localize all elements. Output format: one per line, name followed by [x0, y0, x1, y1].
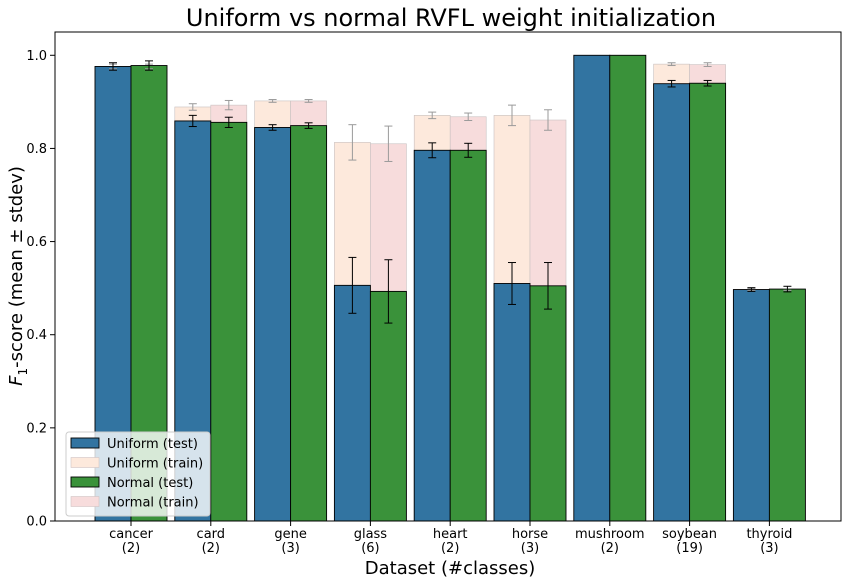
y-axis-label: F1-score (mean ± stdev): [6, 166, 30, 386]
y-axis-label-rest: -score (mean ± stdev): [6, 166, 27, 368]
bar-normal-test: [449, 149, 487, 522]
bar-normal-test: [210, 121, 248, 522]
bar-uniform-test: [413, 149, 451, 522]
bar-normal-test: [768, 288, 806, 522]
x-tick-classes: (6): [361, 541, 379, 556]
x-tick-classes: (19): [676, 541, 703, 556]
x-tick-label: gene: [274, 527, 307, 542]
y-tick-label: 0.0: [26, 515, 47, 530]
y-axis: 0.0 0.2 0.4 0.6 0.8 1.0: [26, 49, 55, 530]
legend-swatch: [70, 476, 100, 488]
x-tick-label: card: [197, 527, 225, 542]
chart-title: Uniform vs normal RVFL weight initializa…: [186, 4, 716, 32]
y-tick-label: 0.4: [26, 328, 47, 343]
x-tick-classes: (2): [122, 541, 140, 556]
y-tick-label: 0.8: [26, 142, 47, 157]
x-tick-label: horse: [512, 527, 548, 542]
legend-label: Uniform (test): [107, 437, 198, 452]
bar-normal-test: [689, 82, 727, 522]
y-axis-label-subscript: 1: [16, 368, 30, 376]
legend-swatch: [70, 457, 100, 468]
bar-normal-test: [290, 125, 328, 522]
y-tick-label: 0.6: [26, 235, 47, 250]
bar-uniform-test: [653, 83, 691, 522]
y-tick-label: 0.2: [26, 421, 47, 436]
bar-uniform-test: [333, 284, 371, 522]
x-tick-classes: (2): [441, 541, 459, 556]
x-tick-label: cancer: [109, 527, 153, 542]
bar-normal-test: [369, 290, 407, 522]
bar-normal-test: [609, 54, 647, 522]
x-tick-classes: (3): [760, 541, 778, 556]
x-tick-label: soybean: [662, 527, 717, 542]
legend-label: Normal (train): [107, 496, 199, 511]
x-tick-classes: (3): [281, 541, 299, 556]
x-axis: cancer(2)card(2)gene(3)glass(6)heart(2)h…: [109, 521, 792, 556]
bar-normal-test: [529, 285, 567, 522]
plot-frame: [54, 31, 842, 522]
legend-label: Normal (test): [107, 476, 193, 491]
bar-uniform-test: [254, 127, 292, 522]
x-tick-classes: (2): [202, 541, 220, 556]
legend: Uniform (test) Uniform (train) Normal (tes…: [65, 431, 211, 517]
x-tick-classes: (3): [521, 541, 539, 556]
bar-uniform-test: [493, 283, 531, 522]
x-tick-label: thyroid: [746, 527, 792, 542]
y-tick-label: 1.0: [26, 49, 47, 64]
legend-box: [65, 431, 211, 517]
bar-uniform-test: [573, 54, 611, 522]
legend-swatch: [70, 437, 100, 449]
x-tick-label: mushroom: [575, 527, 645, 542]
x-tick-classes: (2): [601, 541, 619, 556]
legend-label: Uniform (train): [107, 457, 203, 472]
legend-swatch: [70, 496, 100, 507]
x-axis-label: Dataset (#classes): [365, 558, 535, 579]
y-axis-label-f: F: [6, 375, 27, 386]
bar-uniform-test: [732, 289, 770, 522]
x-tick-label: glass: [354, 527, 388, 542]
error-bars-layer: [109, 60, 792, 324]
x-tick-label: heart: [433, 527, 468, 542]
